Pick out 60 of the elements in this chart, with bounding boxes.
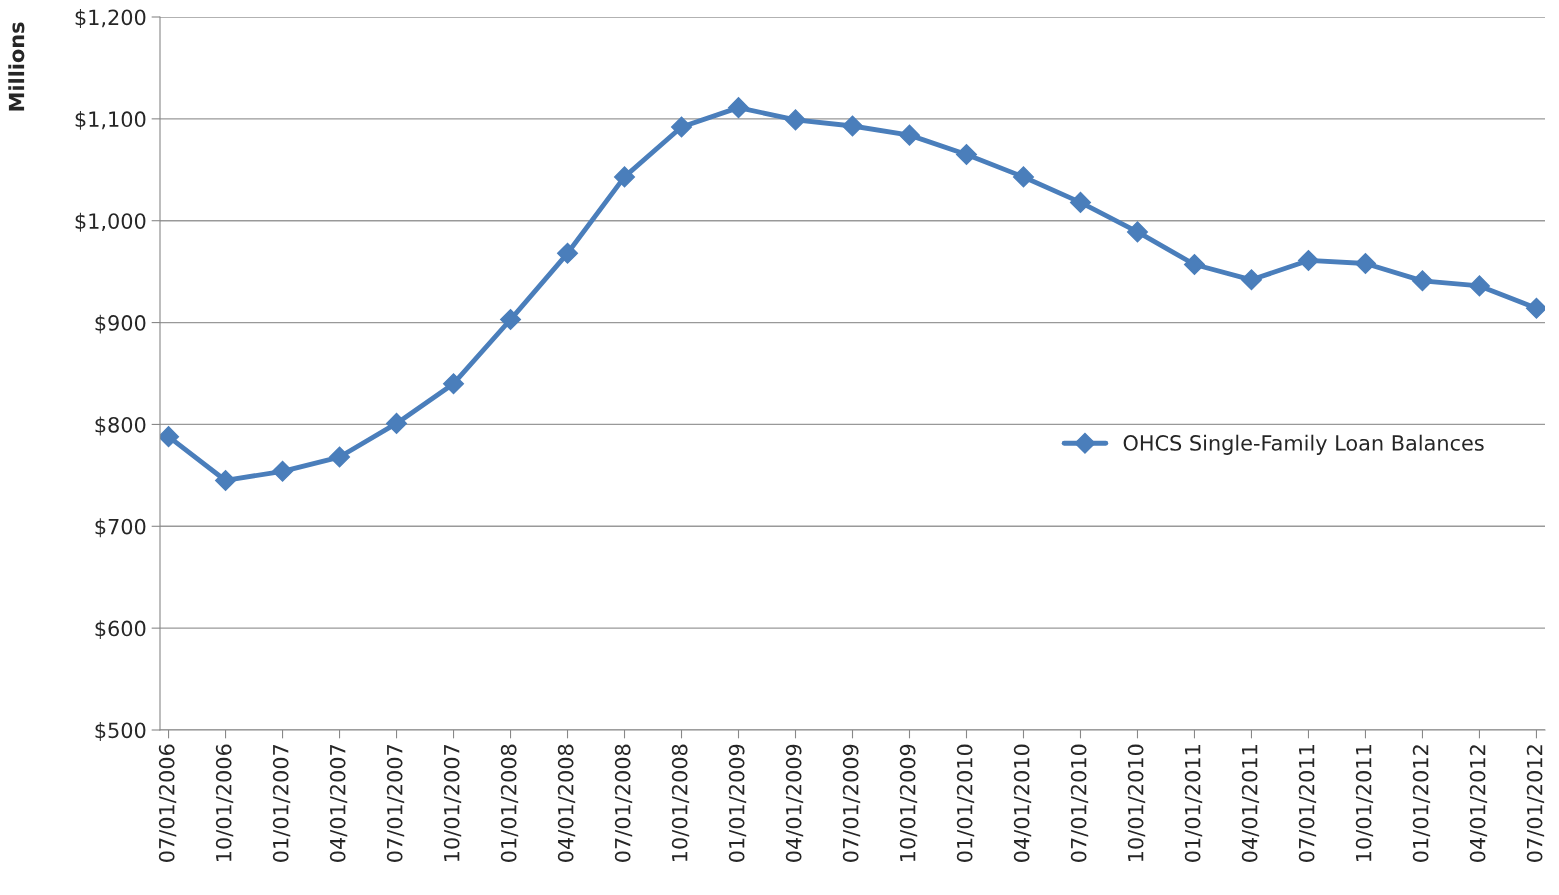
x-tick-label: 04/01/2010 xyxy=(1013,744,1032,862)
point xyxy=(272,460,294,482)
x-tick-label: 10/01/2009 xyxy=(899,744,918,861)
point xyxy=(1525,297,1545,319)
point xyxy=(1297,249,1319,271)
x-tick-label: 04/01/2009 xyxy=(785,744,804,862)
point xyxy=(1468,275,1490,297)
x-tick-label: 10/01/2010 xyxy=(1127,744,1146,861)
y-tick-label: $500 xyxy=(95,722,146,741)
x-tick-label: 10/01/2011 xyxy=(1355,745,1374,861)
point xyxy=(1183,253,1205,276)
x-tick-label: 04/01/2007 xyxy=(329,744,348,862)
point xyxy=(1126,221,1148,243)
x-tick-label: 01/01/2007 xyxy=(272,744,291,862)
x-tick-label: 10/01/2006 xyxy=(215,744,234,861)
point xyxy=(160,426,180,448)
point xyxy=(727,97,750,119)
x-tick-label: 07/01/2007 xyxy=(386,744,405,862)
point xyxy=(500,308,522,331)
x-tick-label: 07/01/2006 xyxy=(158,744,177,862)
point xyxy=(1240,269,1262,291)
y-tick-label: $700 xyxy=(95,518,146,538)
point xyxy=(898,124,921,146)
x-tick-label: 01/01/2011 xyxy=(1184,745,1203,862)
point xyxy=(443,373,465,395)
x-tick-label: 10/01/2007 xyxy=(443,744,462,861)
point xyxy=(1411,270,1433,292)
point xyxy=(329,446,351,468)
x-tick-label: 01/01/2008 xyxy=(500,744,519,862)
y-tick-label: $1,100 xyxy=(75,110,146,130)
y-tick-label: $900 xyxy=(95,314,146,334)
x-tick-label: 01/01/2010 xyxy=(956,744,975,862)
x-tick-label: 07/01/2012 xyxy=(1526,745,1545,862)
x-tick-label: 07/01/2010 xyxy=(1070,744,1089,862)
x-tick-label: 07/01/2009 xyxy=(842,744,861,862)
x-tick-label: 04/01/2011 xyxy=(1241,745,1260,862)
y-tick-label: $800 xyxy=(95,416,146,436)
x-tick-label: 04/01/2012 xyxy=(1469,745,1488,862)
point xyxy=(955,143,978,166)
x-tick-label: 04/01/2008 xyxy=(557,744,576,862)
point xyxy=(1069,191,1091,213)
y-axis-title: Millions xyxy=(8,22,25,111)
point xyxy=(614,166,636,188)
point xyxy=(1012,166,1035,188)
legend-label: OHCS Single-Family Loan Balances xyxy=(1123,434,1484,455)
x-tick-label: 01/01/2009 xyxy=(728,744,747,862)
y-tick-label: $600 xyxy=(95,620,146,640)
y-tick-label: $1,200 xyxy=(75,9,146,28)
point xyxy=(1354,252,1376,275)
point xyxy=(386,412,408,434)
x-tick-label: 07/01/2011 xyxy=(1298,745,1317,862)
point xyxy=(841,115,864,137)
x-tick-label: 07/01/2008 xyxy=(614,744,633,862)
point xyxy=(784,109,807,131)
point xyxy=(557,242,579,264)
x-tick-label: 10/01/2008 xyxy=(671,744,690,861)
point xyxy=(215,469,237,491)
x-tick-label: 01/01/2012 xyxy=(1412,745,1431,862)
y-tick-label: $1,000 xyxy=(75,212,146,232)
point xyxy=(670,116,693,138)
